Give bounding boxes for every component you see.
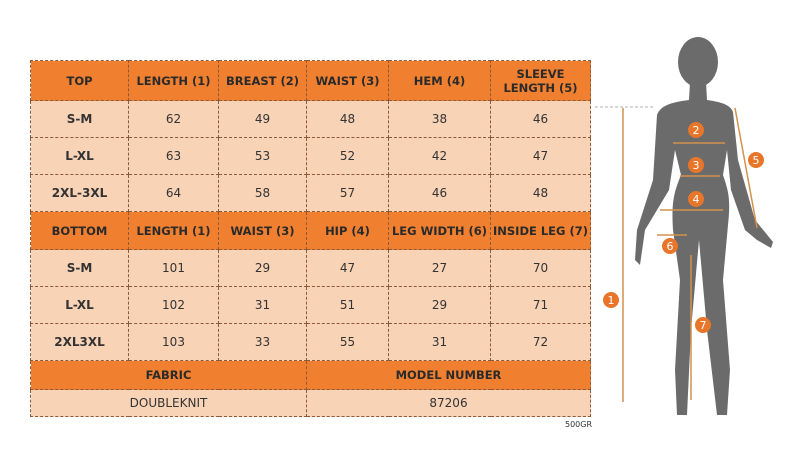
table-cell: L-XL <box>30 286 129 324</box>
table-cell: 49 <box>218 100 307 138</box>
model-label: MODEL NUMBER <box>306 360 591 390</box>
table-cell: 52 <box>306 137 389 175</box>
size-chart-table: TOP LENGTH (1) BREAST (2) WAIST (3) HEM (4) S… <box>30 60 591 417</box>
column-header: BOTTOM <box>30 211 129 250</box>
svg-text:2: 2 <box>693 124 700 137</box>
table-cell: 27 <box>388 249 491 287</box>
marker-3: 3 <box>688 157 704 173</box>
model-value: 87206 <box>306 389 591 417</box>
table-row: 2XL-3XL 64 58 57 46 48 <box>30 174 591 212</box>
column-header: WAIST (3) <box>306 60 389 101</box>
column-header: INSIDE LEG (7) <box>490 211 591 250</box>
column-header: WAIST (3) <box>218 211 307 250</box>
table-cell: 42 <box>388 137 491 175</box>
table-cell: 48 <box>490 174 591 212</box>
footer-row: DOUBLEKNIT 87206 <box>30 389 591 417</box>
table-cell: 31 <box>388 323 491 361</box>
table-row: 2XL3XL 103 33 55 31 72 <box>30 323 591 361</box>
table-cell: S-M <box>30 249 129 287</box>
silhouette <box>635 37 773 415</box>
table-cell: 31 <box>218 286 307 324</box>
table-cell: 46 <box>388 174 491 212</box>
table-cell: 48 <box>306 100 389 138</box>
marker-5: 5 <box>748 152 764 168</box>
table-cell: 101 <box>128 249 219 287</box>
svg-text:3: 3 <box>693 159 700 172</box>
marker-1: 1 <box>603 292 619 308</box>
marker-6: 6 <box>662 238 678 254</box>
svg-text:1: 1 <box>608 294 615 307</box>
table-cell: 33 <box>218 323 307 361</box>
column-header: LEG WIDTH (6) <box>388 211 491 250</box>
table-cell: 55 <box>306 323 389 361</box>
table-cell: 72 <box>490 323 591 361</box>
table-cell: 46 <box>490 100 591 138</box>
table-cell: 47 <box>490 137 591 175</box>
table-cell: 57 <box>306 174 389 212</box>
table-cell: 2XL-3XL <box>30 174 129 212</box>
svg-text:5: 5 <box>753 154 760 167</box>
table-cell: 103 <box>128 323 219 361</box>
column-header: SLEEVE LENGTH (5) <box>490 60 591 101</box>
column-header: HEM (4) <box>388 60 491 101</box>
marker-4: 4 <box>688 191 704 207</box>
measurement-markers: 1 2 3 4 5 6 7 <box>603 122 764 333</box>
table-cell: 53 <box>218 137 307 175</box>
table-cell: S-M <box>30 100 129 138</box>
table-cell: 29 <box>218 249 307 287</box>
table-cell: 29 <box>388 286 491 324</box>
column-header: TOP <box>30 60 129 101</box>
table-row: L-XL 102 31 51 29 71 <box>30 286 591 324</box>
product-code: 500GR <box>565 420 593 429</box>
marker-2: 2 <box>688 122 704 138</box>
svg-text:6: 6 <box>667 240 674 253</box>
footer-header-row: FABRIC MODEL NUMBER <box>30 360 591 390</box>
svg-text:4: 4 <box>693 193 700 206</box>
table-cell: 51 <box>306 286 389 324</box>
table-cell: 63 <box>128 137 219 175</box>
column-header: LENGTH (1) <box>128 60 219 101</box>
table-row: L-XL 63 53 52 42 47 <box>30 137 591 175</box>
table-cell: 70 <box>490 249 591 287</box>
table-cell: 47 <box>306 249 389 287</box>
measurement-lines <box>595 106 758 402</box>
table-cell: 71 <box>490 286 591 324</box>
fabric-value: DOUBLEKNIT <box>30 389 307 417</box>
table-cell: 58 <box>218 174 307 212</box>
column-header: HIP (4) <box>306 211 389 250</box>
table-row: S-M 101 29 47 27 70 <box>30 249 591 287</box>
marker-7: 7 <box>695 317 711 333</box>
header-row: TOP LENGTH (1) BREAST (2) WAIST (3) HEM (4) S… <box>30 60 591 101</box>
table-cell: L-XL <box>30 137 129 175</box>
column-header: LENGTH (1) <box>128 211 219 250</box>
column-header: BREAST (2) <box>218 60 307 101</box>
body-measurement-figure: 1 2 3 4 5 6 7 <box>595 37 773 415</box>
header-row: BOTTOM LENGTH (1) WAIST (3) HIP (4) LEG WIDT… <box>30 211 591 250</box>
table-cell: 64 <box>128 174 219 212</box>
table-cell: 62 <box>128 100 219 138</box>
table-cell: 102 <box>128 286 219 324</box>
table-cell: 2XL3XL <box>30 323 129 361</box>
table-row: S-M 62 49 48 38 46 <box>30 100 591 138</box>
table-cell: 38 <box>388 100 491 138</box>
fabric-label: FABRIC <box>30 360 307 390</box>
svg-text:7: 7 <box>700 319 707 332</box>
